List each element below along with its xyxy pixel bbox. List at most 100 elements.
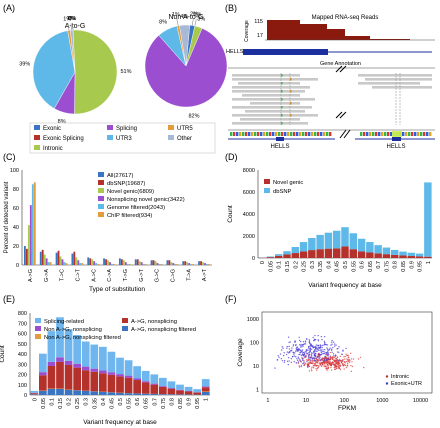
- bar: [103, 258, 105, 265]
- pie-slice-label: 1%: [67, 16, 75, 22]
- sequence-base: [248, 132, 251, 136]
- scatter-point: [324, 365, 326, 368]
- x-tick-label: 0.85: [401, 261, 407, 272]
- bar-segment: [201, 386, 210, 388]
- legend-entry: Exonic: [43, 126, 61, 132]
- scatter-point: [287, 356, 290, 359]
- bar-segment: [399, 251, 407, 256]
- y-tick-label: 4000: [243, 212, 255, 218]
- scatter-point: [303, 352, 306, 354]
- x-tick-label: 0.45: [109, 398, 115, 409]
- scatter-point: [287, 336, 290, 338]
- bar-segment: [424, 182, 432, 257]
- scatter-point: [282, 347, 284, 349]
- legend-entry: Intronic: [391, 374, 409, 380]
- bar-segment: [124, 360, 133, 376]
- x-tick-label: 0.2: [67, 398, 73, 406]
- x-axis-title: Variant frequency at base: [83, 419, 157, 426]
- y-tick-label: 10: [253, 364, 259, 370]
- legend-swatch: [168, 125, 174, 130]
- sequence-base: [242, 132, 245, 136]
- x-tick-label: G->T: [139, 268, 145, 281]
- sequence-base: [272, 132, 275, 136]
- sequence-base: [263, 132, 266, 136]
- bar-segment: [399, 255, 407, 258]
- scatter-point: [330, 358, 332, 360]
- bar: [184, 261, 187, 265]
- bar-segment: [332, 230, 341, 249]
- legend-swatch: [34, 135, 40, 140]
- aligned-read: [250, 102, 300, 105]
- scatter-point: [297, 356, 299, 358]
- bar-segment: [99, 373, 107, 392]
- bar: [61, 259, 64, 265]
- bar: [206, 264, 208, 265]
- scatter-point: [300, 346, 302, 349]
- coverage-track: [267, 20, 410, 40]
- sequence-base: [329, 132, 332, 136]
- bar-segment: [193, 392, 201, 395]
- scatter-point: [331, 357, 334, 360]
- bar-segment: [308, 237, 316, 251]
- bar-segment: [167, 388, 176, 389]
- bar-segment: [81, 390, 90, 395]
- bar: [150, 260, 153, 265]
- pie-slice-label: 1%: [63, 17, 71, 23]
- scatter-point: [299, 348, 301, 351]
- bar-segment: [116, 374, 124, 377]
- legend-swatch: [98, 212, 104, 217]
- scatter-point: [317, 354, 319, 356]
- scatter-point: [296, 359, 299, 362]
- scatter-point: [323, 363, 326, 365]
- sequence-base: [369, 132, 372, 136]
- y-tick-label: 20: [13, 244, 19, 250]
- bar-segment: [99, 346, 107, 371]
- scatter-point: [327, 349, 330, 351]
- scatter-point: [335, 355, 337, 357]
- bar-segment: [167, 394, 176, 395]
- bar: [166, 260, 169, 265]
- scatter-point: [317, 347, 319, 349]
- bar-segment: [73, 367, 81, 391]
- aligned-read: [232, 98, 315, 101]
- scatter-point: [349, 352, 352, 355]
- scatter-point: [347, 361, 349, 363]
- scatter-point: [302, 359, 304, 361]
- aligned-read: [358, 74, 432, 77]
- scatter-point: [281, 360, 284, 362]
- scatter-point: [307, 357, 310, 359]
- scatter-point: [335, 367, 337, 370]
- bar-segment: [124, 377, 133, 394]
- scatter-point: [317, 349, 320, 351]
- x-tick-label: 0.25: [302, 261, 308, 272]
- pie-slice-label: 39%: [19, 61, 30, 67]
- scatter-point: [326, 353, 328, 355]
- bar: [208, 264, 210, 265]
- bar-segment: [184, 391, 193, 395]
- scatter-point: [315, 367, 317, 370]
- bar-segment: [424, 256, 432, 258]
- bar: [204, 263, 206, 265]
- scatter-point: [347, 359, 349, 361]
- y-tick-label: 100: [10, 168, 19, 174]
- bar-segment: [107, 392, 116, 395]
- x-tick-label: 0.7: [376, 261, 382, 269]
- scatter-point: [351, 365, 354, 368]
- scatter-point: [316, 356, 319, 358]
- legend-entry: ChIP filtered(934): [107, 213, 152, 219]
- scatter-point: [307, 363, 309, 365]
- scatter-point: [316, 359, 319, 361]
- bar: [144, 264, 147, 265]
- scatter-point: [292, 351, 294, 354]
- bar-segment: [390, 249, 399, 255]
- x-tick-label: 1: [204, 398, 210, 401]
- bar-segment: [159, 386, 167, 387]
- bar: [81, 263, 84, 265]
- sequence-base: [323, 132, 326, 136]
- sequence-base: [287, 132, 290, 136]
- scatter-point: [286, 351, 289, 353]
- scatter-point: [348, 358, 351, 361]
- y-tick-label: 80: [13, 187, 19, 193]
- bar: [176, 264, 179, 265]
- x-tick-label: 10000: [413, 398, 428, 404]
